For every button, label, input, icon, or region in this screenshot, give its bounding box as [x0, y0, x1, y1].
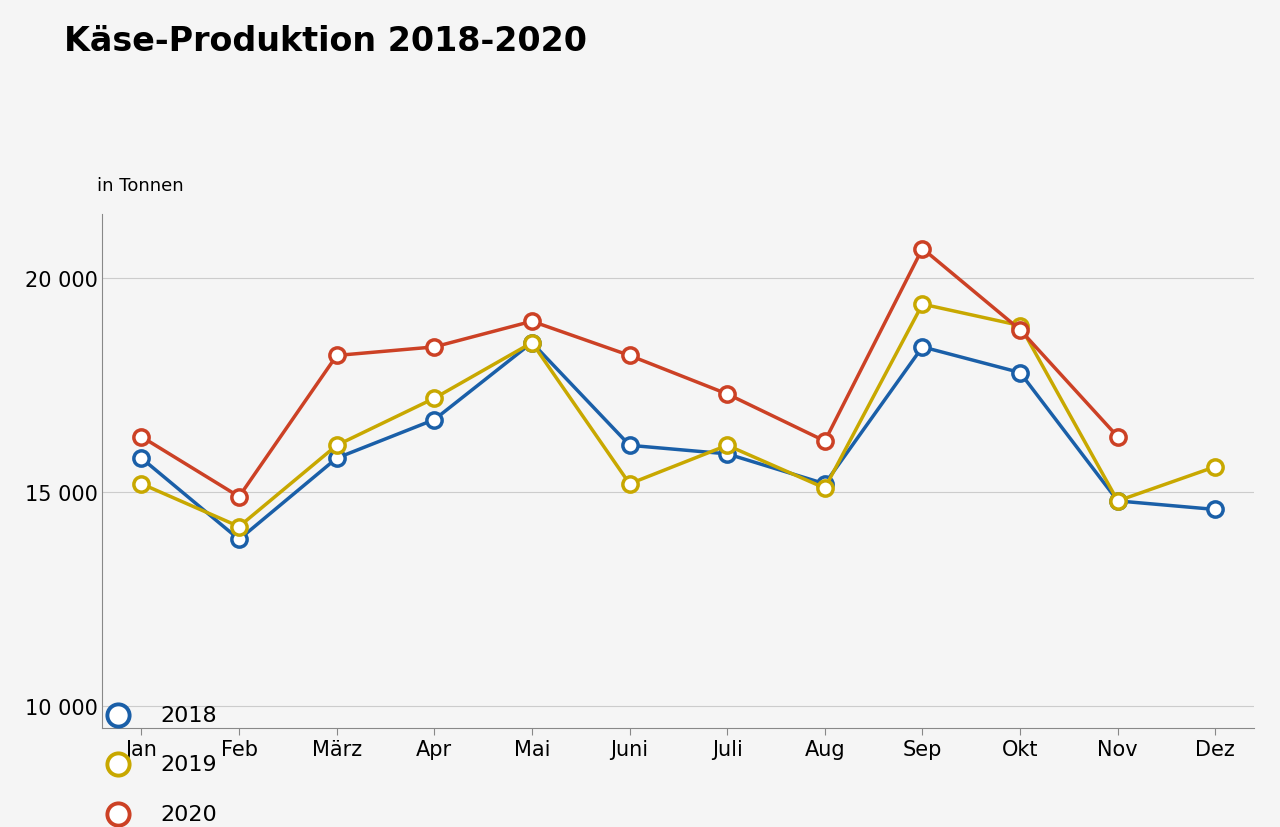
2020: [1012, 325, 1028, 336]
2020: [915, 244, 931, 254]
2019: [719, 441, 735, 451]
2019: [622, 480, 637, 490]
2018: [426, 415, 442, 425]
2018: [329, 453, 344, 463]
2020: [525, 317, 540, 327]
2020: [622, 351, 637, 361]
Line: 2018: 2018: [134, 336, 1222, 547]
Line: 2020: 2020: [134, 241, 1125, 504]
2019: [817, 484, 832, 494]
2018: [525, 338, 540, 348]
Text: 2020: 2020: [160, 804, 216, 824]
2018: [134, 453, 150, 463]
2018: [719, 449, 735, 459]
2019: [232, 522, 247, 532]
2019: [1110, 496, 1125, 506]
2018: [1207, 504, 1222, 514]
2018: [1012, 368, 1028, 378]
2018: [817, 480, 832, 490]
2018: [1110, 496, 1125, 506]
Text: 2019: 2019: [160, 754, 216, 774]
2019: [329, 441, 344, 451]
2019: [426, 394, 442, 404]
Text: 2018: 2018: [160, 705, 216, 725]
Text: Käse-Produktion 2018-2020: Käse-Produktion 2018-2020: [64, 25, 588, 58]
2020: [426, 342, 442, 352]
Text: in Tonnen: in Tonnen: [97, 176, 183, 194]
2020: [134, 433, 150, 442]
2019: [1207, 462, 1222, 472]
2020: [817, 437, 832, 447]
2018: [232, 535, 247, 545]
2018: [622, 441, 637, 451]
2019: [1012, 321, 1028, 331]
2020: [232, 492, 247, 502]
2020: [719, 390, 735, 399]
2018: [915, 342, 931, 352]
2019: [525, 338, 540, 348]
2020: [1110, 433, 1125, 442]
2020: [329, 351, 344, 361]
Line: 2019: 2019: [134, 297, 1222, 534]
2019: [915, 300, 931, 310]
2019: [134, 480, 150, 490]
